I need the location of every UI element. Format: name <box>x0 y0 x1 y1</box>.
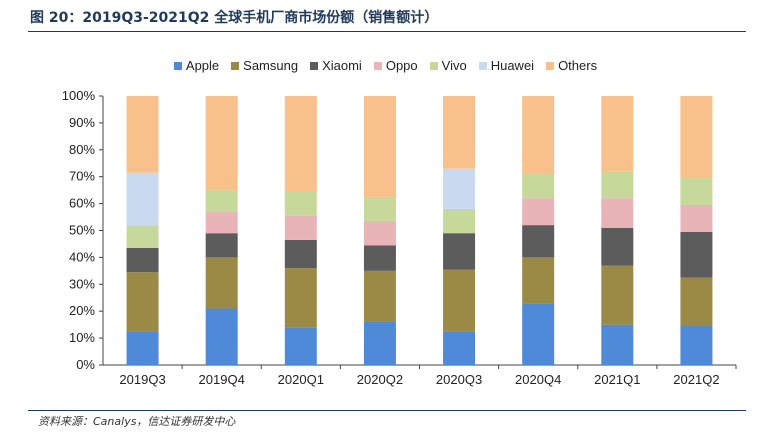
bar-segment-vivo-2020q1 <box>284 191 317 216</box>
bar-segment-vivo-2020q2 <box>363 196 396 222</box>
bar-segment-xiaomi-2019q3 <box>126 247 159 273</box>
bar-segment-others-2020q1 <box>284 96 317 192</box>
figure-title: 图 20：2019Q3-2021Q2 全球手机厂商市场份额（销售额计） <box>30 10 439 26</box>
bar-segment-xiaomi-2020q2 <box>363 245 396 271</box>
legend-swatch <box>546 61 555 70</box>
legend-swatch <box>429 61 438 70</box>
source-rule <box>28 410 746 411</box>
bar-segment-others-2019q4 <box>205 96 238 191</box>
legend-swatch <box>173 61 182 70</box>
x-tick-label: 2020Q4 <box>515 372 561 387</box>
y-tick-label: 30% <box>69 276 95 291</box>
bar-segment-vivo-2020q3 <box>443 208 476 234</box>
y-tick-label: 20% <box>69 303 95 318</box>
bar-segment-apple-2021q2 <box>680 325 713 365</box>
source-note: 资料来源：Canalys，信达证券研发中心 <box>38 415 236 428</box>
legend-item-xiaomi: Xiaomi <box>310 58 362 73</box>
bar-segment-vivo-2021q2 <box>680 178 713 205</box>
bar-segment-vivo-2021q1 <box>601 171 634 199</box>
x-tick-label: 2020Q3 <box>436 372 482 387</box>
legend-swatch <box>231 61 240 70</box>
bar-segment-xiaomi-2020q1 <box>284 239 317 269</box>
bar-segment-apple-2019q3 <box>126 331 159 365</box>
bar-segment-apple-2020q3 <box>443 331 476 365</box>
bar-segment-samsung-2019q4 <box>205 257 238 309</box>
legend-item-others: Others <box>546 58 597 73</box>
bar-segment-xiaomi-2020q3 <box>443 233 476 270</box>
bar-segment-samsung-2021q2 <box>680 277 713 326</box>
y-tick-label: 70% <box>69 169 95 184</box>
legend-label: Apple <box>185 58 220 73</box>
bar-segment-xiaomi-2019q4 <box>205 233 238 258</box>
bar-segment-samsung-2020q4 <box>522 257 555 304</box>
bar-segment-others-2021q2 <box>680 96 713 179</box>
bar-segment-samsung-2019q3 <box>126 272 159 332</box>
bar-segment-others-2019q3 <box>126 96 159 173</box>
y-tick-label: 100% <box>62 88 96 103</box>
bar-segment-oppo-2021q2 <box>680 204 713 232</box>
bar-segment-samsung-2020q2 <box>363 270 396 322</box>
bar-segment-xiaomi-2021q1 <box>601 227 634 266</box>
legend: Apple Samsung Xiaomi Oppo Vivo Huawei Others <box>0 58 771 73</box>
y-tick-label: 80% <box>69 142 95 157</box>
legend-label: Huawei <box>490 58 535 73</box>
x-tick-label: 2021Q2 <box>673 372 719 387</box>
bar-segment-apple-2019q4 <box>205 308 238 365</box>
title-rule <box>28 31 746 32</box>
legend-label: Samsung <box>243 58 299 73</box>
legend-label: Others <box>558 58 598 73</box>
x-tick-label: 2020Q1 <box>278 372 324 387</box>
y-tick-label: 50% <box>69 223 95 238</box>
bar-segment-apple-2020q2 <box>363 321 396 365</box>
legend-label: Vivo <box>441 58 467 73</box>
bar-segment-vivo-2019q3 <box>126 225 159 248</box>
bar-segment-huawei-2020q3 <box>443 168 476 209</box>
bar-segment-oppo-2021q1 <box>601 198 634 228</box>
legend-swatch <box>310 61 319 70</box>
bar-segment-apple-2020q4 <box>522 303 555 365</box>
bar-segment-others-2020q3 <box>443 96 476 169</box>
legend-item-samsung: Samsung <box>231 58 298 73</box>
bar-segment-oppo-2020q1 <box>284 215 317 240</box>
x-tick-label: 2021Q1 <box>594 372 640 387</box>
bar-segment-huawei-2019q3 <box>126 172 159 226</box>
y-tick-label: 40% <box>69 249 95 264</box>
legend-swatch <box>478 61 487 70</box>
bar-segment-samsung-2021q1 <box>601 265 634 325</box>
legend-swatch <box>373 61 382 70</box>
legend-item-huawei: Huawei <box>478 58 535 73</box>
legend-item-oppo: Oppo <box>373 58 418 73</box>
bar-segment-others-2020q2 <box>363 96 396 197</box>
bar-segment-samsung-2020q3 <box>443 269 476 332</box>
x-tick-label: 2019Q4 <box>199 372 245 387</box>
legend-item-apple: Apple <box>173 58 220 73</box>
bar-segment-oppo-2019q4 <box>205 211 238 234</box>
legend-label: Oppo <box>385 58 418 73</box>
x-tick-label: 2019Q3 <box>119 372 165 387</box>
bar-segment-xiaomi-2020q4 <box>522 225 555 258</box>
bar-segment-others-2021q1 <box>601 96 634 172</box>
bar-segment-oppo-2020q4 <box>522 198 555 226</box>
bar-segment-oppo-2020q2 <box>363 221 396 246</box>
legend-label: Xiaomi <box>322 58 362 73</box>
bar-segment-apple-2020q1 <box>284 327 317 365</box>
y-tick-label: 10% <box>69 330 95 345</box>
bar-segment-xiaomi-2021q2 <box>680 231 713 278</box>
y-tick-label: 90% <box>69 115 95 130</box>
x-tick-label: 2020Q2 <box>357 372 403 387</box>
bar-segment-vivo-2019q4 <box>205 190 238 212</box>
bar-segment-apple-2021q1 <box>601 324 634 365</box>
bar-segment-others-2020q4 <box>522 96 555 175</box>
legend-item-vivo: Vivo <box>429 58 467 73</box>
y-tick-label: 0% <box>76 357 95 372</box>
bar-segment-samsung-2020q1 <box>284 268 317 328</box>
y-tick-label: 60% <box>69 196 95 211</box>
bar-segment-vivo-2020q4 <box>522 174 555 199</box>
